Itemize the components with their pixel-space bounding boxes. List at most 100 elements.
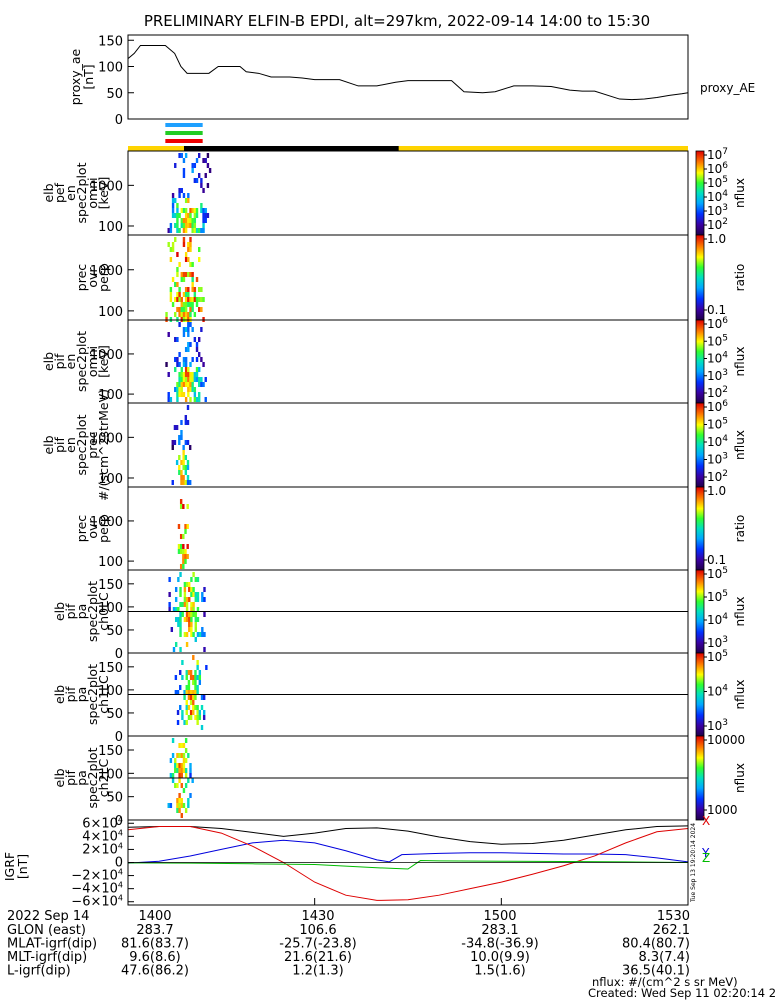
- heatmap-cell: [184, 480, 188, 485]
- heatmap-cell: [184, 738, 188, 743]
- heatmap-cell: [190, 617, 193, 622]
- heatmap-cell: [169, 247, 173, 252]
- heatmap-cell: [176, 218, 179, 223]
- panel-ylabel-line: spec2plot: [85, 747, 100, 808]
- heatmap-cell: [198, 247, 201, 252]
- heatmap-cell: [185, 607, 189, 612]
- heatmap-cell: [193, 292, 197, 297]
- heatmap-cell: [174, 607, 178, 612]
- igrf-panel: 6×1044×1042×1040−2×104−4×104−6×104IGRF[n…: [2, 814, 710, 910]
- x-tick-label: 1500: [483, 909, 516, 924]
- spectrogram-panel-elb_pif_pa_spec2plot_ch1LC: 150100500elbpifpaspec2plotch1LC105104103…: [52, 649, 747, 745]
- igrf-legend-Z: Z: [702, 851, 710, 865]
- heatmap-cell: [202, 213, 205, 218]
- heatmap-cell: [180, 367, 183, 372]
- heatmap-cell: [178, 465, 181, 470]
- heatmap-cell: [192, 655, 195, 660]
- heatmap-cell: [186, 480, 190, 485]
- colorbar-label: 105: [707, 175, 728, 190]
- heatmap-cell: [192, 612, 195, 617]
- colorbar-label: 102: [707, 217, 728, 232]
- heatmap-cell: [180, 420, 183, 425]
- heatmap-cell: [178, 297, 181, 302]
- heatmap-cell: [168, 577, 171, 582]
- heatmap-cell: [173, 425, 177, 430]
- superscript: 4: [722, 612, 728, 622]
- heatmap-cell: [174, 642, 178, 647]
- heatmap-cell: [193, 297, 197, 302]
- heatmap-cell: [194, 715, 197, 720]
- heatmap-cell: [202, 297, 205, 302]
- heatmap-cell: [196, 720, 199, 725]
- heatmap-cell: [180, 783, 183, 788]
- superscript: 5: [722, 333, 728, 343]
- heatmap-cell: [180, 798, 183, 803]
- heatmap-cell: [181, 612, 184, 617]
- heatmap-cell: [196, 632, 200, 637]
- heatmap-cell: [195, 297, 199, 302]
- heatmap-cell: [200, 208, 203, 213]
- heatmap-cell: [189, 377, 192, 382]
- heatmap-cell: [169, 223, 173, 228]
- heatmap-cell: [198, 257, 201, 262]
- panel-ylabel-line: pef: [52, 182, 67, 203]
- heatmap-cell: [187, 392, 190, 397]
- igrf-series-T: [127, 860, 689, 870]
- heatmap-cell: [198, 680, 202, 685]
- heatmap-cell: [182, 362, 186, 367]
- heatmap-cell: [191, 287, 194, 292]
- heatmap-cell: [184, 529, 187, 534]
- colorbar-title: nflux: [733, 347, 747, 377]
- heatmap-cell: [179, 632, 182, 637]
- heatmap-cell: [187, 287, 190, 292]
- heatmap-cell: [187, 382, 190, 387]
- panel-ylabel-line: en: [63, 185, 78, 201]
- ytick-label: 150: [98, 661, 123, 676]
- superscript: 4: [118, 881, 123, 890]
- heatmap-cell: [174, 763, 177, 768]
- heatmap-cell: [191, 223, 194, 228]
- heatmap-cell: [193, 163, 197, 168]
- panel-ylabel-line: pif: [63, 603, 78, 619]
- colorbar-label: 105: [707, 589, 728, 604]
- heatmap-cell: [193, 337, 197, 342]
- heatmap-cell: [182, 377, 186, 382]
- heatmap-cell: [195, 357, 199, 362]
- heatmap-cell: [185, 700, 188, 705]
- heatmap-cell: [193, 397, 197, 402]
- heatmap-cell: [192, 690, 195, 695]
- heatmap-cell: [171, 208, 175, 213]
- heatmap-cell: [195, 342, 199, 347]
- heatmap-cell: [192, 695, 195, 700]
- colorbar-label: 104: [707, 612, 728, 627]
- heatmap-cell: [178, 808, 181, 813]
- heatmap-cell: [184, 208, 188, 213]
- superscript: 5: [722, 175, 728, 185]
- heatmap-cell: [191, 382, 194, 387]
- heatmap-cell: [184, 327, 188, 332]
- heatmap-cell: [194, 670, 197, 675]
- heatmap-cell: [178, 743, 181, 748]
- heatmap-cell: [191, 208, 194, 213]
- heatmap-cell: [184, 420, 188, 425]
- heatmap-cell: [182, 168, 186, 173]
- heatmap-cell: [184, 397, 188, 402]
- heatmap-cell: [184, 228, 188, 233]
- ytick-label: 150: [98, 744, 123, 759]
- heatmap-cell: [193, 372, 197, 377]
- heatmap-cell: [184, 297, 188, 302]
- panel-ylabel-line: [keV]: [96, 177, 111, 210]
- heatmap-cell: [187, 695, 191, 700]
- heatmap-cell: [185, 675, 188, 680]
- heatmap-cell: [194, 627, 197, 632]
- colorbar-label: 10000: [707, 733, 745, 747]
- ytick-label: 1000: [90, 348, 123, 363]
- ephemeris-value: -34.8(-36.9): [461, 937, 538, 952]
- heatmap-cell: [184, 470, 188, 475]
- heatmap-cell: [187, 292, 190, 297]
- heatmap-cell: [185, 632, 189, 637]
- heatmap-cell: [206, 213, 210, 218]
- panel-ylabel-line: pif: [63, 769, 78, 785]
- heatmap-cell: [178, 362, 181, 367]
- panel-ylabel-line: omni: [85, 177, 100, 208]
